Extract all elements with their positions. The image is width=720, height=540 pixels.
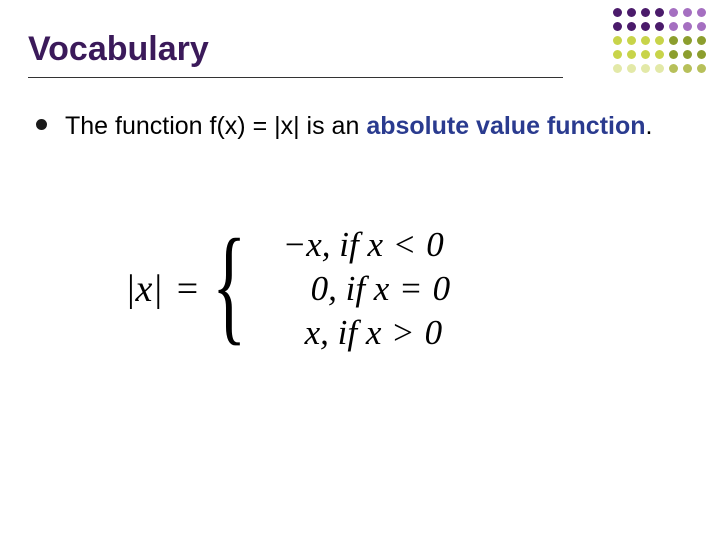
- body-post: .: [646, 112, 653, 140]
- dot-icon: [613, 8, 622, 17]
- body-pre: The function f(x) = |x| is an: [65, 112, 366, 140]
- dot-icon: [697, 22, 706, 31]
- dot-icon: [669, 8, 678, 17]
- title-underline: [28, 77, 563, 78]
- cases-list: −x, if x < 00, if x = 0x, if x > 0: [283, 225, 450, 353]
- dot-icon: [697, 36, 706, 45]
- formula-lhs: |x|: [125, 267, 163, 311]
- equals-sign: =: [177, 267, 198, 311]
- case-line: 0, if x = 0: [283, 269, 450, 309]
- body-text: The function f(x) = |x| is an absolute v…: [65, 110, 652, 142]
- dot-icon: [641, 8, 650, 17]
- dot-icon: [655, 8, 664, 17]
- vocab-term: absolute value function: [366, 112, 645, 140]
- left-brace-icon: {: [212, 230, 246, 341]
- dot-icon: [683, 8, 692, 17]
- piecewise-formula: |x| = { −x, if x < 00, if x = 0x, if x >…: [125, 225, 595, 353]
- dot-icon: [627, 8, 636, 17]
- dot-icon: [697, 50, 706, 59]
- dot-icon: [697, 64, 706, 73]
- case-line: x, if x > 0: [283, 313, 450, 353]
- dot-icon: [697, 8, 706, 17]
- body-row: The function f(x) = |x| is an absolute v…: [36, 110, 680, 142]
- slide-title: Vocabulary: [28, 30, 692, 75]
- bullet-icon: [36, 119, 47, 130]
- title-block: Vocabulary: [28, 30, 692, 78]
- cases-group: { −x, if x < 00, if x = 0x, if x > 0: [212, 225, 450, 353]
- case-line: −x, if x < 0: [283, 225, 450, 265]
